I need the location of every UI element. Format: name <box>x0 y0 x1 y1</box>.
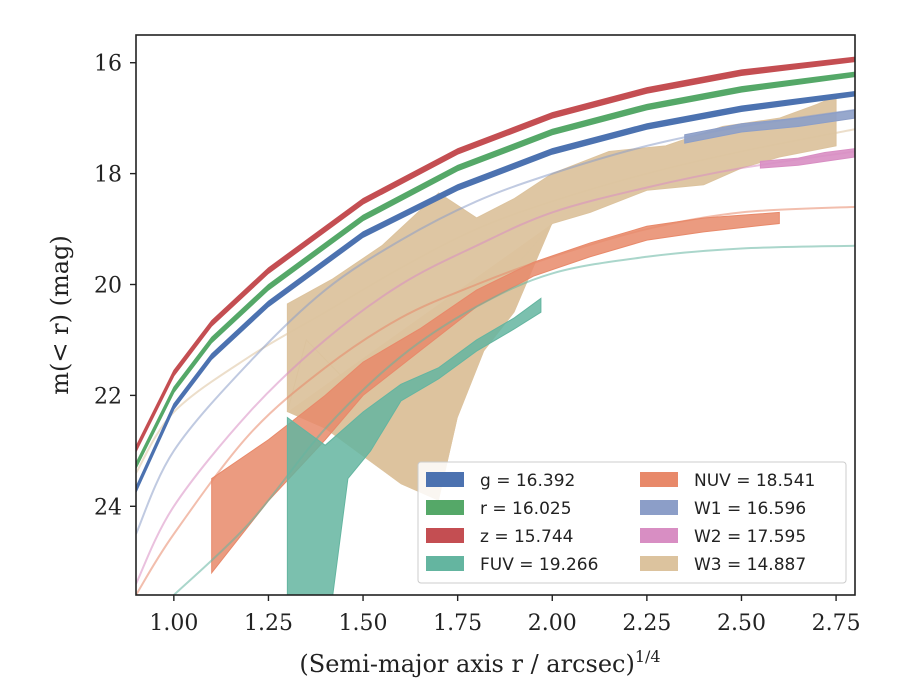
series-layer <box>136 56 855 595</box>
legend-swatch <box>426 556 464 571</box>
legend-item-w1: W1 = 16.596 <box>640 499 806 519</box>
legend-label: FUV = 19.266 <box>480 555 598 575</box>
legend-label: r = 16.025 <box>480 499 572 519</box>
x-tick-label: 1.50 <box>339 611 388 636</box>
y-tick-label: 22 <box>94 384 122 409</box>
x-axis-label: (Semi-major axis r / arcsec)1/4 <box>299 647 660 678</box>
band-z <box>136 56 855 453</box>
band-w1 <box>684 109 855 144</box>
legend-item-fuv: FUV = 19.266 <box>426 555 598 575</box>
y-axis-ticks: 16 18 20 22 24 <box>94 52 136 520</box>
legend-item-nuv: NUV = 18.541 <box>640 471 815 491</box>
series-nuv <box>136 205 855 595</box>
legend-swatch <box>640 528 678 543</box>
x-tick-label: 2.25 <box>622 611 671 636</box>
series-z <box>136 56 855 453</box>
legend-label: z = 15.744 <box>480 527 573 547</box>
legend-swatch <box>426 500 464 515</box>
x-tick-label: 1.75 <box>433 611 482 636</box>
legend-swatch <box>426 528 464 543</box>
band-w2 <box>759 148 855 169</box>
band-g <box>136 91 855 493</box>
x-tick-label: 2.75 <box>812 611 861 636</box>
legend-label: W2 = 17.595 <box>694 527 806 547</box>
x-tick-label: 1.00 <box>149 611 198 636</box>
x-tick-label: 2.50 <box>717 611 766 636</box>
series-w2 <box>136 148 855 585</box>
legend-item-w3: W3 = 14.887 <box>640 555 806 575</box>
series-g <box>136 91 855 493</box>
legend-label: W1 = 16.596 <box>694 499 806 519</box>
legend-label: W3 = 14.887 <box>694 555 806 575</box>
legend-item-w2: W2 = 17.595 <box>640 527 806 547</box>
y-tick-label: 18 <box>94 163 122 188</box>
series-r <box>136 71 855 469</box>
x-tick-label: 1.25 <box>244 611 293 636</box>
legend-item-z: z = 15.744 <box>426 527 573 547</box>
plot-frame <box>135 34 856 596</box>
legend-label: NUV = 18.541 <box>694 471 815 491</box>
y-axis-label: m(< r) (mag) <box>46 235 74 394</box>
y-tick-label: 24 <box>94 495 122 520</box>
legend-swatch <box>640 556 678 571</box>
band-nuv <box>211 211 780 575</box>
band-fuv <box>286 297 542 595</box>
legend-frame <box>417 461 847 584</box>
legend: g = 16.392 r = 16.025 z = 15.744 FUV = 19.2… <box>417 461 847 584</box>
legend-item-g: g = 16.392 <box>426 471 575 491</box>
series-w1 <box>136 108 855 535</box>
x-axis-label-exponent: 1/4 <box>635 647 661 666</box>
x-axis-label-main: (Semi-major axis r / arcsec) <box>299 650 634 678</box>
x-tick-label: 2.00 <box>528 611 577 636</box>
legend-label: g = 16.392 <box>480 471 575 491</box>
model-curve-fuv <box>173 244 855 595</box>
legend-swatch <box>426 472 464 487</box>
x-axis-ticks: 1.00 1.25 1.50 1.75 2.00 2.25 2.50 2.75 <box>149 595 861 636</box>
legend-swatch <box>640 500 678 515</box>
band-r <box>136 71 855 469</box>
y-tick-label: 16 <box>94 52 122 77</box>
series-fuv <box>173 244 855 595</box>
y-tick-label: 20 <box>94 274 122 299</box>
legend-item-r: r = 16.025 <box>426 499 572 519</box>
legend-swatch <box>640 472 678 487</box>
model-curve-w2 <box>136 150 855 585</box>
